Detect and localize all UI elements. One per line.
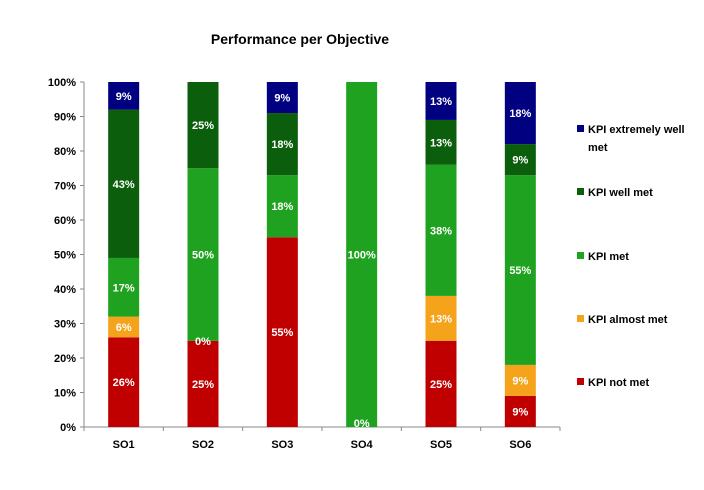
data-label: 18% bbox=[271, 201, 293, 213]
chart-title: Performance per Objective bbox=[211, 31, 389, 47]
legend-swatch bbox=[577, 315, 584, 322]
x-category-label: SO5 bbox=[430, 439, 452, 451]
y-tick-label: 80% bbox=[54, 146, 76, 158]
y-tick-label: 100% bbox=[48, 77, 76, 89]
legend-label: KPI well met bbox=[588, 187, 653, 199]
y-tick-label: 30% bbox=[54, 319, 76, 331]
data-label: 9% bbox=[512, 406, 528, 418]
bar-segment bbox=[187, 340, 219, 427]
bar-segment bbox=[108, 257, 140, 317]
legend-label: KPI not met bbox=[588, 377, 649, 389]
bar-segment bbox=[425, 119, 457, 165]
legend-swatch bbox=[577, 125, 584, 132]
y-tick-label: 10% bbox=[54, 388, 76, 400]
data-label: 13% bbox=[430, 137, 452, 149]
bar-segment bbox=[425, 295, 457, 341]
data-label: 26% bbox=[113, 377, 135, 389]
y-tick-label: 20% bbox=[54, 353, 76, 365]
data-label: 9% bbox=[512, 155, 528, 167]
bar-segment bbox=[266, 237, 298, 427]
segment-labels-layer: 26% 6% 17% 43% 9% 25% 0% 50% 25% 55% 18% 18% 9% 0% 100… bbox=[113, 91, 532, 430]
x-category-label: SO3 bbox=[271, 439, 293, 451]
data-label: 38% bbox=[430, 225, 452, 237]
data-label: 50% bbox=[192, 250, 214, 262]
bar-segment bbox=[504, 395, 536, 427]
legend-swatch bbox=[577, 188, 584, 195]
bar-segment bbox=[187, 168, 219, 341]
bar-segment bbox=[425, 340, 457, 427]
bar-segment bbox=[504, 175, 536, 365]
bar-segment bbox=[187, 82, 219, 169]
legend-label: KPI met bbox=[588, 251, 629, 263]
bar-segment bbox=[108, 109, 140, 258]
data-label: 17% bbox=[113, 282, 135, 294]
data-label: 55% bbox=[509, 265, 531, 277]
bar-segment bbox=[266, 175, 298, 238]
legend-label: KPI extremely well met bbox=[588, 124, 685, 154]
x-category-label: SO4 bbox=[351, 439, 374, 451]
y-tick-label: 70% bbox=[54, 181, 76, 193]
bar-segment bbox=[108, 82, 140, 110]
data-label: 13% bbox=[430, 96, 452, 108]
data-label: 9% bbox=[116, 91, 132, 103]
y-tick-label: 50% bbox=[54, 250, 76, 262]
bar-segment bbox=[266, 113, 298, 176]
data-label: 43% bbox=[113, 179, 135, 191]
data-label: 18% bbox=[271, 139, 293, 151]
bar-segment bbox=[425, 164, 457, 296]
bar-segment bbox=[266, 82, 298, 114]
legend: KPI extremely well met KPI well met KPI met… bbox=[577, 124, 685, 389]
bar-segment bbox=[504, 364, 536, 396]
data-label: 25% bbox=[430, 379, 452, 391]
legend-swatch bbox=[577, 378, 584, 385]
legend-label: KPI almost met bbox=[588, 314, 668, 326]
bar-segment bbox=[108, 337, 140, 427]
y-tick-label: 60% bbox=[54, 215, 76, 227]
bar-segment bbox=[108, 316, 140, 338]
bar-segment bbox=[504, 144, 536, 176]
data-label: 0% bbox=[195, 336, 211, 348]
axis-layer: 0% 10% 20% 30% 40% 50% 60% 70% 80% 90% 100% SO1 SO2 S… bbox=[48, 77, 561, 451]
bars-layer bbox=[108, 82, 536, 427]
data-label: 9% bbox=[512, 375, 528, 387]
x-category-label: SO2 bbox=[192, 439, 214, 451]
data-label: 0% bbox=[354, 418, 370, 430]
bar-segment bbox=[504, 82, 536, 145]
data-label: 18% bbox=[509, 108, 531, 120]
bar-segment bbox=[346, 82, 378, 427]
y-tick-label: 0% bbox=[60, 422, 76, 434]
y-tick-label: 90% bbox=[54, 112, 76, 124]
data-label: 9% bbox=[274, 93, 290, 105]
data-label: 100% bbox=[348, 250, 376, 262]
bar-segment bbox=[425, 82, 457, 120]
data-label: 6% bbox=[116, 322, 132, 334]
legend-swatch bbox=[577, 252, 584, 259]
data-label: 55% bbox=[271, 327, 293, 339]
y-tick-label: 40% bbox=[54, 284, 76, 296]
data-label: 13% bbox=[430, 313, 452, 325]
data-label: 25% bbox=[192, 120, 214, 132]
data-label: 25% bbox=[192, 379, 214, 391]
x-category-label: SO6 bbox=[509, 439, 531, 451]
x-category-label: SO1 bbox=[113, 439, 135, 451]
